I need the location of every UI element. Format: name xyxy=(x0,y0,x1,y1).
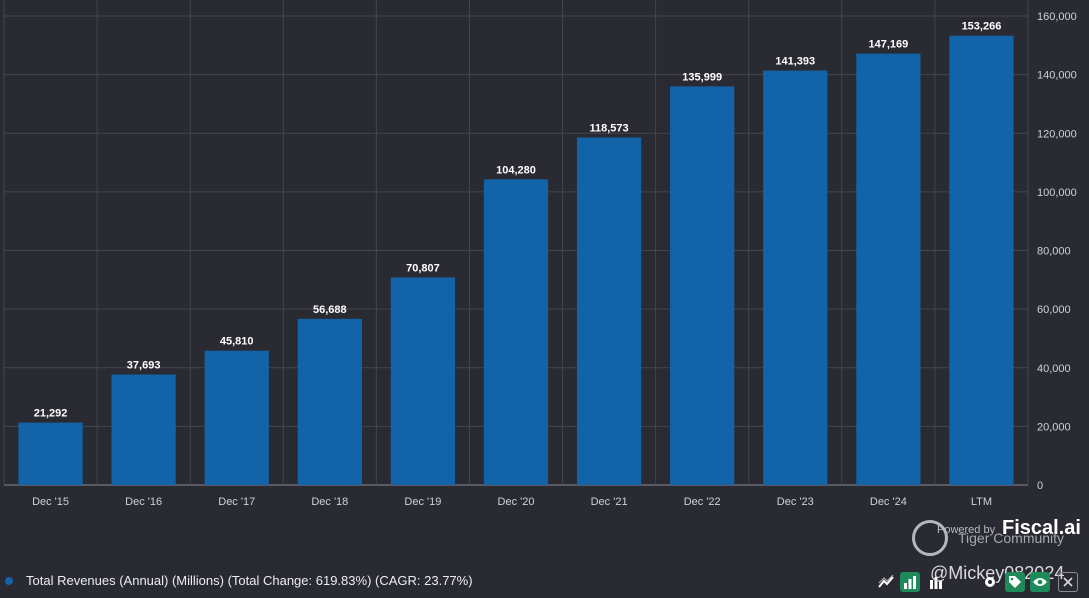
y-tick-label: 60,000 xyxy=(1037,304,1071,316)
fiscal-logo: Fiscal.ai xyxy=(1002,517,1081,539)
bar xyxy=(670,86,735,485)
bars xyxy=(18,35,1014,485)
x-tick-label: Dec '17 xyxy=(218,496,255,508)
x-axis-ticks: Dec '15 Dec '16 Dec '17 Dec '18 Dec '19 Dec '… xyxy=(32,496,992,508)
bar-chart-icon[interactable] xyxy=(900,572,920,592)
revenue-bar-chart: 21,292 37,693 45,810 56,688 70,807 104,280 118… xyxy=(3,0,1077,508)
bar xyxy=(297,318,362,485)
x-tick-label: Dec '19 xyxy=(404,496,441,508)
gear-icon[interactable] xyxy=(980,572,1000,592)
bar xyxy=(204,350,269,485)
y-tick-label: 40,000 xyxy=(1037,363,1071,375)
legend-label: Total Revenues (Annual) (Millions) (Tota… xyxy=(26,573,473,588)
data-label: 153,266 xyxy=(962,21,1002,33)
x-tick-label: Dec '21 xyxy=(591,496,628,508)
data-label: 104,280 xyxy=(496,164,536,176)
x-tick-label: Dec '16 xyxy=(125,496,162,508)
eye-icon[interactable] xyxy=(1030,572,1050,592)
data-label: 21,292 xyxy=(34,408,68,420)
y-tick-label: 140,000 xyxy=(1037,70,1077,82)
y-tick-label: 0 xyxy=(1037,480,1043,492)
bar xyxy=(856,53,921,485)
y-tick-label: 80,000 xyxy=(1037,246,1071,258)
x-tick-label: Dec '24 xyxy=(870,496,907,508)
tag-icon[interactable] xyxy=(1005,572,1025,592)
data-labels: 21,292 37,693 45,810 56,688 70,807 104,280 118… xyxy=(34,21,1002,420)
bar xyxy=(763,70,828,485)
x-tick-label: Dec '23 xyxy=(777,496,814,508)
powered-by-label: Powered by xyxy=(937,524,996,536)
x-tick-label: LTM xyxy=(971,496,992,508)
data-label: 141,393 xyxy=(775,56,815,68)
y-tick-label: 120,000 xyxy=(1037,128,1077,140)
bar xyxy=(483,179,549,485)
data-label: 147,169 xyxy=(868,39,908,51)
data-label: 70,807 xyxy=(406,262,440,274)
trend-icon[interactable] xyxy=(876,572,896,592)
tiger-community-logo-icon xyxy=(912,520,948,556)
data-label: 135,999 xyxy=(682,71,722,83)
data-label: 118,573 xyxy=(590,122,629,134)
bar xyxy=(949,35,1014,485)
x-tick-label: Dec '18 xyxy=(311,496,348,508)
y-axis-ticks: 0 20,000 40,000 60,000 80,000 100,000 120,000 1… xyxy=(1037,11,1077,492)
legend-marker xyxy=(5,577,13,585)
watermark-text: Tiger Community xyxy=(958,530,1065,546)
data-label: 37,693 xyxy=(127,360,161,372)
y-tick-label: 160,000 xyxy=(1037,11,1077,23)
close-icon[interactable] xyxy=(1058,572,1078,592)
x-tick-label: Dec '22 xyxy=(684,496,721,508)
x-tick-label: Dec '15 xyxy=(32,496,69,508)
column-chart-icon[interactable] xyxy=(926,572,946,592)
data-label: 56,688 xyxy=(313,304,347,316)
bar xyxy=(576,137,642,485)
bar xyxy=(390,277,456,485)
bar xyxy=(18,422,83,485)
y-tick-label: 20,000 xyxy=(1037,421,1071,433)
x-tick-label: Dec '20 xyxy=(498,496,535,508)
data-label: 45,810 xyxy=(220,336,254,348)
bar xyxy=(111,374,176,485)
y-tick-label: 100,000 xyxy=(1037,187,1077,199)
